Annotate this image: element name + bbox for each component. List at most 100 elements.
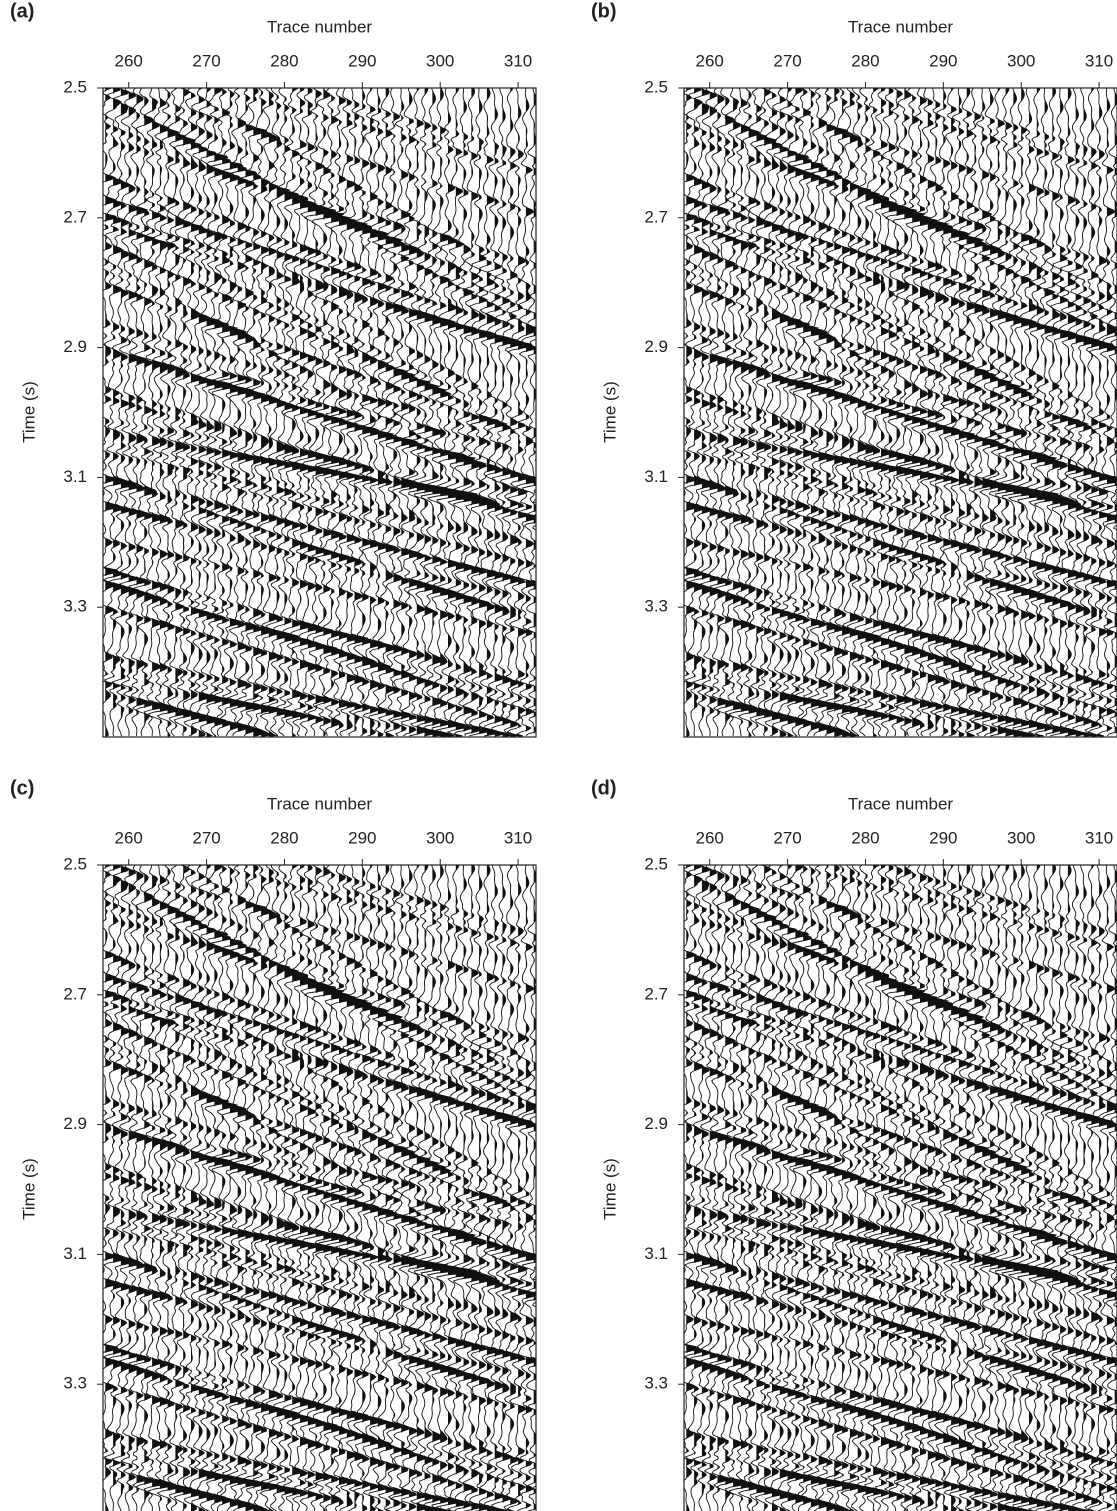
- wiggle-fill: [1099, 865, 1114, 1511]
- wiggle-fill: [686, 88, 701, 737]
- wiggle-fill: [346, 88, 368, 737]
- x-tick-label: 270: [192, 51, 220, 70]
- wiggle: [404, 88, 437, 737]
- wiggle: [415, 88, 457, 737]
- wiggle-fill: [183, 865, 196, 1511]
- wiggle: [344, 865, 373, 1511]
- wiggle-fill: [694, 865, 708, 1511]
- wiggle: [728, 865, 758, 1511]
- wiggle: [499, 865, 526, 1511]
- wiggle-fill: [159, 865, 176, 1511]
- wiggle-fill: [966, 88, 984, 737]
- wiggle: [181, 88, 207, 737]
- x-tick-label: 310: [504, 51, 532, 70]
- wiggle: [203, 865, 233, 1511]
- wiggle-fill: [261, 88, 278, 737]
- wiggle: [1072, 865, 1099, 1511]
- wiggle-fill: [105, 88, 120, 737]
- wiggle: [468, 88, 497, 737]
- wiggle: [133, 865, 158, 1511]
- wiggle: [846, 88, 875, 737]
- wiggle: [1096, 88, 1117, 737]
- y-tick-label: 3.3: [63, 597, 87, 616]
- wiggle: [515, 88, 536, 737]
- wiggle: [127, 865, 149, 1511]
- wiggle: [1096, 865, 1117, 1511]
- wiggle: [377, 88, 404, 737]
- wiggle-fill: [120, 865, 137, 1511]
- wiggle: [225, 88, 254, 737]
- wiggle-fill: [709, 865, 723, 1511]
- wiggle: [147, 865, 177, 1511]
- wiggle: [1080, 865, 1107, 1511]
- wiggle-fill: [1044, 865, 1064, 1511]
- wiggle-fill: [733, 88, 750, 737]
- x-tick-label: 270: [192, 828, 220, 847]
- wiggle: [684, 88, 709, 737]
- wiggle-fill: [323, 88, 344, 737]
- wiggle-fill: [510, 865, 525, 1511]
- wiggle-fill: [409, 865, 424, 1511]
- wiggle-fill: [486, 88, 501, 737]
- wiggle: [1005, 88, 1048, 737]
- wiggle: [156, 865, 182, 1511]
- wiggle: [784, 865, 814, 1511]
- panel-label: (b): [591, 0, 617, 22]
- plot-frame: [102, 87, 537, 738]
- wiggle-fill: [463, 88, 483, 737]
- wiggle: [776, 865, 804, 1511]
- wiggle: [684, 865, 702, 1511]
- wiggle-fill: [518, 865, 533, 1511]
- x-tick-label: 290: [348, 51, 376, 70]
- wiggle-fill: [206, 88, 222, 737]
- wiggle: [106, 865, 139, 1511]
- y-tick-label: 2.5: [644, 854, 668, 873]
- x-axis-label: Trace number: [267, 17, 373, 36]
- wiggle-fill: [393, 88, 408, 737]
- wiggle-fill: [175, 865, 193, 1511]
- wiggle: [1032, 88, 1066, 737]
- wiggle-fill: [803, 865, 819, 1511]
- y-tick-label: 2.9: [644, 1114, 668, 1133]
- wiggle: [118, 88, 143, 737]
- wiggle: [1005, 865, 1048, 1511]
- wiggle: [468, 865, 497, 1511]
- wiggle-fill: [463, 865, 483, 1511]
- wiggle-fill: [1036, 865, 1062, 1511]
- wiggle-fill: [253, 865, 267, 1511]
- wiggle-fill: [253, 88, 267, 737]
- wiggle-fill: [740, 865, 757, 1511]
- panel: (b) Trace number Time (s) 260 270 280 290 300 31…: [591, 0, 1117, 738]
- wiggle: [225, 865, 254, 1511]
- wiggle-fill: [339, 865, 356, 1511]
- panel-label: (c): [10, 777, 34, 799]
- wiggle-fill: [128, 88, 142, 737]
- wiggle: [747, 88, 775, 737]
- wiggle: [724, 88, 751, 737]
- x-tick-label: 310: [1085, 51, 1113, 70]
- y-tick-label: 2.7: [63, 207, 87, 226]
- wiggle-fill: [896, 865, 917, 1511]
- wiggle: [484, 865, 511, 1511]
- y-axis-label: Time (s): [600, 1158, 619, 1220]
- wiggle: [699, 88, 724, 737]
- wiggle-fill: [542, 865, 558, 1511]
- wiggle-fill: [175, 88, 193, 737]
- y-tick-label: 2.9: [644, 337, 668, 356]
- wiggle: [118, 865, 143, 1511]
- wiggle: [985, 88, 1018, 737]
- wiggle: [103, 865, 121, 1511]
- wiggle-fill: [113, 88, 127, 737]
- wiggle: [897, 88, 933, 737]
- wiggle: [985, 865, 1018, 1511]
- wiggle: [350, 865, 380, 1511]
- y-tick-label: 2.7: [63, 984, 87, 1003]
- seismic-texture: [103, 88, 536, 737]
- wiggle-fill: [764, 88, 777, 737]
- wiggle-fill: [502, 865, 518, 1511]
- wiggle: [1041, 88, 1073, 737]
- wiggle: [195, 88, 223, 737]
- wiggle: [203, 88, 233, 737]
- wiggle: [259, 865, 283, 1511]
